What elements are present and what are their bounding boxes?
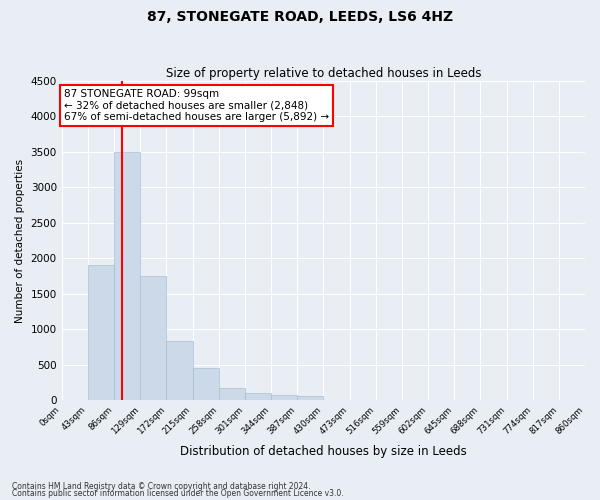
Bar xyxy=(114,152,140,400)
Bar xyxy=(297,396,323,400)
Bar xyxy=(166,342,193,400)
Bar xyxy=(88,266,114,400)
Text: Contains public sector information licensed under the Open Government Licence v3: Contains public sector information licen… xyxy=(12,489,344,498)
X-axis label: Distribution of detached houses by size in Leeds: Distribution of detached houses by size … xyxy=(180,444,467,458)
Text: Contains HM Land Registry data © Crown copyright and database right 2024.: Contains HM Land Registry data © Crown c… xyxy=(12,482,311,491)
Title: Size of property relative to detached houses in Leeds: Size of property relative to detached ho… xyxy=(166,66,481,80)
Bar xyxy=(218,388,245,400)
Y-axis label: Number of detached properties: Number of detached properties xyxy=(15,158,25,322)
Bar xyxy=(193,368,218,400)
Text: 87 STONEGATE ROAD: 99sqm
← 32% of detached houses are smaller (2,848)
67% of sem: 87 STONEGATE ROAD: 99sqm ← 32% of detach… xyxy=(64,89,329,122)
Bar xyxy=(140,276,166,400)
Bar xyxy=(271,396,297,400)
Text: 87, STONEGATE ROAD, LEEDS, LS6 4HZ: 87, STONEGATE ROAD, LEEDS, LS6 4HZ xyxy=(147,10,453,24)
Bar xyxy=(245,393,271,400)
